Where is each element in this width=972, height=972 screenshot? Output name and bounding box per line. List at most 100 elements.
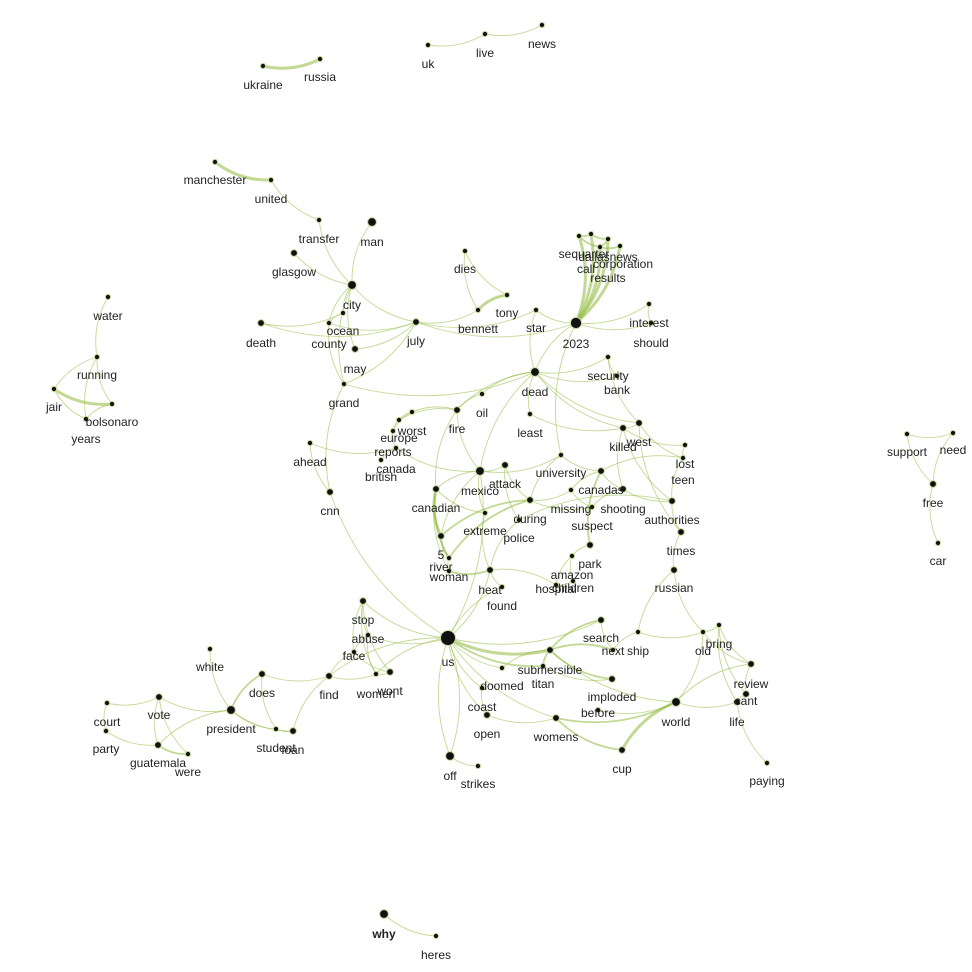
- node-before[interactable]: [594, 706, 602, 714]
- node-heres[interactable]: [432, 932, 440, 940]
- node-5[interactable]: [437, 532, 445, 540]
- node-bennett[interactable]: [474, 306, 482, 314]
- node-oil[interactable]: [478, 390, 486, 398]
- node-killed[interactable]: [619, 424, 627, 432]
- node-university[interactable]: [557, 451, 565, 459]
- node-russian[interactable]: [670, 566, 678, 574]
- node-ahead[interactable]: [306, 439, 314, 447]
- node-tony[interactable]: [503, 291, 511, 299]
- node-womens[interactable]: [552, 714, 560, 722]
- node-court[interactable]: [103, 699, 111, 707]
- node-news[interactable]: [538, 21, 546, 29]
- node-county[interactable]: [325, 319, 333, 327]
- node-open[interactable]: [483, 711, 491, 719]
- node-canada[interactable]: [392, 444, 400, 452]
- node-search[interactable]: [597, 616, 605, 624]
- node-submersible[interactable]: [546, 646, 554, 654]
- node-president[interactable]: [226, 705, 236, 715]
- node-off[interactable]: [445, 751, 455, 761]
- node-call[interactable]: [596, 243, 604, 251]
- node-coast[interactable]: [478, 684, 486, 692]
- node-cnn[interactable]: [326, 488, 334, 496]
- node-party[interactable]: [102, 727, 110, 735]
- node-canadian[interactable]: [432, 485, 440, 493]
- node-authorities[interactable]: [668, 497, 676, 505]
- node-running[interactable]: [93, 353, 101, 361]
- node-jair[interactable]: [50, 385, 58, 393]
- node-were[interactable]: [184, 750, 192, 758]
- node-river[interactable]: [445, 554, 453, 562]
- node-support[interactable]: [903, 430, 911, 438]
- node-british[interactable]: [377, 456, 385, 464]
- node-ship[interactable]: [634, 628, 642, 636]
- node-years[interactable]: [82, 415, 90, 423]
- node-dallasnews[interactable]: [587, 230, 595, 238]
- node-loan[interactable]: [289, 727, 297, 735]
- node-police[interactable]: [515, 516, 523, 524]
- node-white[interactable]: [206, 645, 214, 653]
- node-park[interactable]: [586, 541, 594, 549]
- node-face[interactable]: [350, 648, 358, 656]
- node-hospital[interactable]: [552, 581, 560, 589]
- node-amazon[interactable]: [568, 552, 576, 560]
- node-stop[interactable]: [359, 597, 367, 605]
- node-uk[interactable]: [424, 41, 432, 49]
- node-bank[interactable]: [613, 372, 621, 380]
- node-strikes[interactable]: [474, 762, 482, 770]
- node-teen[interactable]: [679, 454, 687, 462]
- node-during[interactable]: [526, 496, 534, 504]
- node-canadas[interactable]: [597, 467, 605, 475]
- node-next[interactable]: [609, 646, 617, 654]
- node-children[interactable]: [569, 577, 577, 585]
- node-dead[interactable]: [530, 367, 540, 377]
- node-live[interactable]: [481, 30, 489, 38]
- node-west[interactable]: [635, 419, 643, 427]
- node-world[interactable]: [671, 697, 681, 707]
- node-results[interactable]: [604, 235, 612, 243]
- node-mexico[interactable]: [475, 466, 485, 476]
- node-bolsonaro[interactable]: [108, 400, 116, 408]
- node-city[interactable]: [347, 280, 357, 290]
- node-paying[interactable]: [763, 759, 771, 767]
- node-may[interactable]: [351, 345, 359, 353]
- node-russia[interactable]: [316, 55, 324, 63]
- node-us[interactable]: [440, 630, 456, 646]
- node-suspect[interactable]: [588, 503, 596, 511]
- node-dies[interactable]: [461, 247, 469, 255]
- node-death[interactable]: [257, 319, 265, 327]
- node-extreme[interactable]: [481, 509, 489, 517]
- node-europe[interactable]: [395, 416, 403, 424]
- node-cant[interactable]: [742, 690, 750, 698]
- node-woman[interactable]: [445, 567, 453, 575]
- node-manchester[interactable]: [211, 158, 219, 166]
- node-corporation[interactable]: [616, 242, 624, 250]
- node-need[interactable]: [949, 429, 957, 437]
- node-should[interactable]: [647, 319, 655, 327]
- node-does[interactable]: [258, 670, 266, 678]
- node-ocean[interactable]: [339, 309, 347, 317]
- node-doomed[interactable]: [498, 664, 506, 672]
- node-life[interactable]: [733, 698, 741, 706]
- node-wont[interactable]: [386, 668, 394, 676]
- node-man[interactable]: [367, 217, 377, 227]
- node-women[interactable]: [372, 670, 380, 678]
- node-attack[interactable]: [501, 461, 509, 469]
- node-interest[interactable]: [645, 300, 653, 308]
- node-vote[interactable]: [155, 693, 163, 701]
- node-guatemala[interactable]: [154, 741, 162, 749]
- node-transfer[interactable]: [315, 216, 323, 224]
- node-cup[interactable]: [618, 746, 626, 754]
- node-united[interactable]: [267, 176, 275, 184]
- node-abuse[interactable]: [364, 631, 372, 639]
- node-find[interactable]: [325, 672, 333, 680]
- node-star[interactable]: [532, 306, 540, 314]
- node-security[interactable]: [604, 353, 612, 361]
- node-grand[interactable]: [340, 380, 348, 388]
- node-car[interactable]: [934, 539, 942, 547]
- node-imploded[interactable]: [608, 675, 616, 683]
- node-free[interactable]: [929, 480, 937, 488]
- node-titan[interactable]: [539, 662, 547, 670]
- node-reports[interactable]: [389, 427, 397, 435]
- node-student[interactable]: [272, 725, 280, 733]
- node-least[interactable]: [526, 410, 534, 418]
